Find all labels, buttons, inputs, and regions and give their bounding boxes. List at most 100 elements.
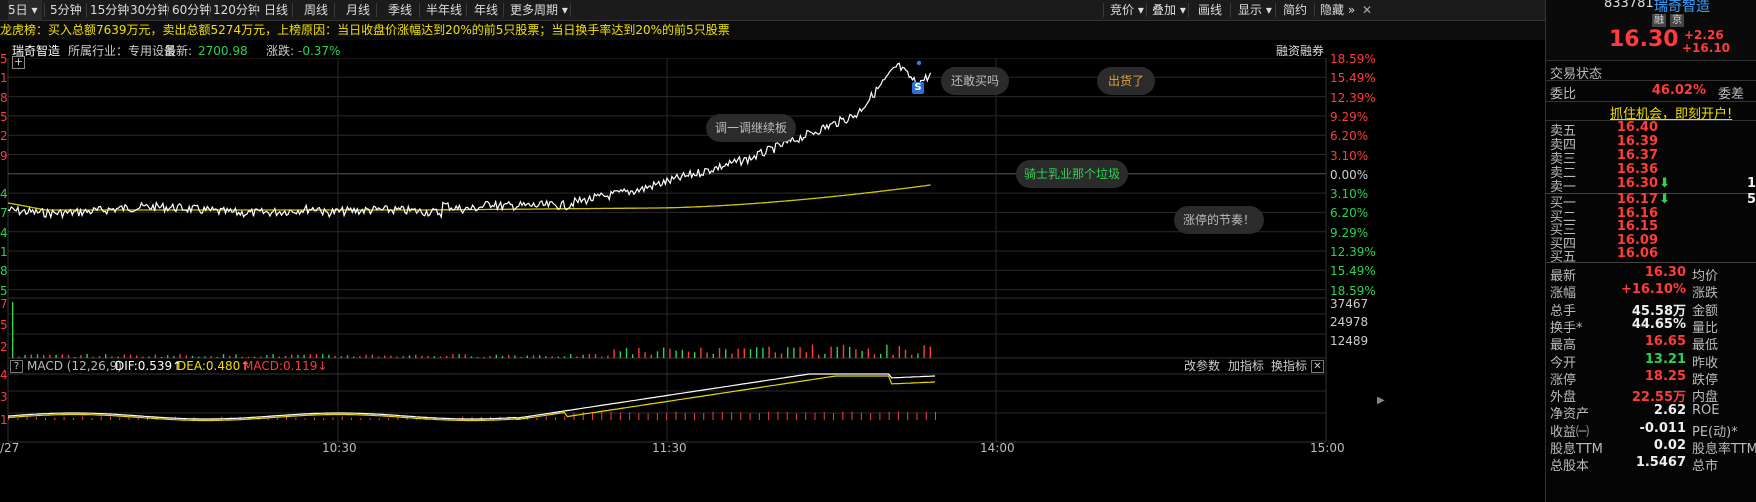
switch-indicator-link[interactable]: 换指标 bbox=[1271, 359, 1308, 373]
volume-bar bbox=[470, 356, 473, 358]
ask-price: 16.39 bbox=[1616, 134, 1658, 149]
stat-label: 涨停 bbox=[1550, 372, 1577, 388]
open-account-link[interactable]: 抓住机会，即刻开户! bbox=[1610, 107, 1733, 122]
period-week-button[interactable]: 周线 bbox=[304, 3, 329, 17]
edit-params-link[interactable]: 改参数 bbox=[1184, 359, 1221, 373]
volume-bar bbox=[669, 348, 671, 358]
period-month-button[interactable]: 月线 bbox=[346, 3, 371, 17]
volume-bar bbox=[266, 355, 268, 358]
macd-bar bbox=[341, 416, 343, 420]
macd-bar bbox=[72, 417, 74, 420]
volume-bar bbox=[43, 355, 45, 358]
macd-bar bbox=[888, 411, 890, 420]
sell-marker-icon[interactable]: S bbox=[912, 82, 924, 94]
macd-bar bbox=[128, 417, 130, 420]
collapse-panel-icon[interactable]: ▶ bbox=[1377, 395, 1385, 406]
volume-bar bbox=[892, 354, 894, 358]
dif-line bbox=[7, 373, 936, 420]
bid-row[interactable]: 买五 16.06 bbox=[1546, 246, 1756, 265]
macd-bar bbox=[564, 416, 566, 420]
add-indicator-link[interactable]: 加指标 bbox=[1228, 359, 1265, 373]
period-5day-button[interactable]: 5日 ▾ bbox=[8, 0, 42, 20]
volume-bar bbox=[656, 351, 659, 358]
bid-row[interactable]: 买一 16.17 ⬇ 5 bbox=[1546, 192, 1756, 211]
price-axis-label: 5 bbox=[0, 52, 8, 66]
volume-bar bbox=[762, 347, 764, 358]
period-year-button[interactable]: 年线 bbox=[474, 3, 499, 17]
stock-code: 833781 bbox=[1604, 0, 1654, 11]
comment-bubble[interactable]: 涨停的节奏！ bbox=[1174, 206, 1264, 234]
display-button[interactable]: 显示 ▾ bbox=[1238, 3, 1272, 17]
volume-bar bbox=[80, 355, 82, 358]
ask-row[interactable]: 卖三 16.37 bbox=[1546, 148, 1756, 167]
bid-row[interactable]: 买三 16.15 bbox=[1546, 219, 1756, 238]
macd-bar bbox=[601, 412, 603, 420]
comment-bubble[interactable]: 出货了 bbox=[1097, 67, 1155, 95]
volume-bar bbox=[136, 355, 138, 358]
stat-label-right: 均价 bbox=[1692, 269, 1719, 284]
stat-value: 16.30 bbox=[1644, 265, 1686, 280]
comment-bubble[interactable]: 调一调继续板 bbox=[706, 114, 796, 142]
help-icon[interactable]: ? bbox=[10, 360, 23, 373]
comment-bubble[interactable]: 骑士乳业那个垃圾 bbox=[1016, 160, 1128, 188]
ask-row[interactable]: 卖四 16.39 bbox=[1546, 134, 1756, 153]
overlay-button[interactable]: 叠加 ▾ bbox=[1152, 3, 1186, 17]
draw-line-button[interactable]: 画线 bbox=[1198, 3, 1223, 17]
macd-value: MACD:0.119↓ bbox=[243, 359, 328, 373]
volume-bar bbox=[532, 355, 535, 358]
volume-bar bbox=[687, 351, 690, 358]
volume-bar bbox=[836, 346, 838, 358]
bid-price: 16.17 bbox=[1616, 192, 1658, 207]
stat-label-right: 涨跌 bbox=[1692, 286, 1719, 302]
latest-label: 最新: bbox=[164, 44, 193, 58]
promo-row[interactable]: 抓住机会，即刻开户! bbox=[1546, 101, 1756, 122]
margin-trading-link[interactable]: 融资融券 bbox=[1276, 44, 1325, 58]
close-icon[interactable]: ✕ bbox=[1362, 3, 1373, 17]
volume-bar bbox=[18, 356, 20, 358]
hide-button[interactable]: 隐藏 » bbox=[1320, 3, 1356, 17]
volume-bar bbox=[390, 355, 392, 358]
ask-row[interactable]: 卖二 16.36 bbox=[1546, 162, 1756, 181]
comment-bubble[interactable]: 还敢买吗 bbox=[941, 67, 1009, 95]
period-5min-button[interactable]: 5分钟 bbox=[50, 3, 82, 17]
volume-bar bbox=[718, 348, 721, 358]
volume-bar bbox=[247, 356, 249, 358]
more-periods-button[interactable]: 更多周期 ▾ bbox=[510, 3, 568, 17]
margin-tag: 融 bbox=[1652, 14, 1666, 27]
period-day-button[interactable]: 日线 bbox=[264, 3, 289, 17]
stat-label: 收益㈠ bbox=[1550, 424, 1590, 440]
volume-bar bbox=[712, 353, 714, 358]
simple-button[interactable]: 简约 bbox=[1283, 3, 1308, 17]
ask-row[interactable]: 卖五 16.40 bbox=[1546, 120, 1756, 139]
volume-bar bbox=[24, 355, 26, 358]
period-15min-button[interactable]: 15分钟 bbox=[90, 3, 130, 17]
volume-bars bbox=[12, 302, 931, 358]
period-halfyear-button[interactable]: 半年线 bbox=[426, 3, 463, 17]
ask-row[interactable]: 卖一 16.30 ⬇ 1 bbox=[1546, 176, 1756, 195]
volume-bar bbox=[539, 355, 541, 358]
bid-label: 买五 bbox=[1550, 250, 1577, 265]
volume-bar bbox=[30, 354, 32, 358]
bid-row[interactable]: 买二 16.16 bbox=[1546, 206, 1756, 225]
stats-divider bbox=[1546, 262, 1756, 263]
stat-label-right: 跌停 bbox=[1692, 372, 1719, 388]
period-60min-button[interactable]: 60分钟 bbox=[172, 3, 212, 17]
macd-bar bbox=[842, 411, 844, 420]
close-indicator-icon[interactable]: ✕ bbox=[1311, 360, 1324, 373]
volume-bar bbox=[638, 347, 640, 358]
time-label: 11:30 bbox=[652, 441, 687, 455]
volume-bar bbox=[514, 355, 516, 358]
auction-button[interactable]: 竞价 ▾ bbox=[1110, 3, 1144, 17]
stat-value: 13.21 bbox=[1644, 351, 1686, 367]
period-30min-button[interactable]: 30分钟 bbox=[130, 3, 170, 17]
macd-bar bbox=[851, 411, 853, 420]
volume-bar bbox=[272, 354, 274, 358]
period-120min-button[interactable]: 120分钟 bbox=[213, 3, 260, 17]
period-quarter-button[interactable]: 季线 bbox=[388, 3, 413, 17]
crosshair-icon[interactable]: + bbox=[12, 55, 25, 69]
stat-label-right: 股息率TTM bbox=[1692, 442, 1756, 457]
volume-bar bbox=[904, 349, 907, 358]
stat-row: 收益㈠ -0.011 PE(动)* bbox=[1546, 421, 1756, 440]
volume-bar bbox=[731, 353, 733, 358]
bid-row[interactable]: 买四 16.09 bbox=[1546, 233, 1756, 252]
